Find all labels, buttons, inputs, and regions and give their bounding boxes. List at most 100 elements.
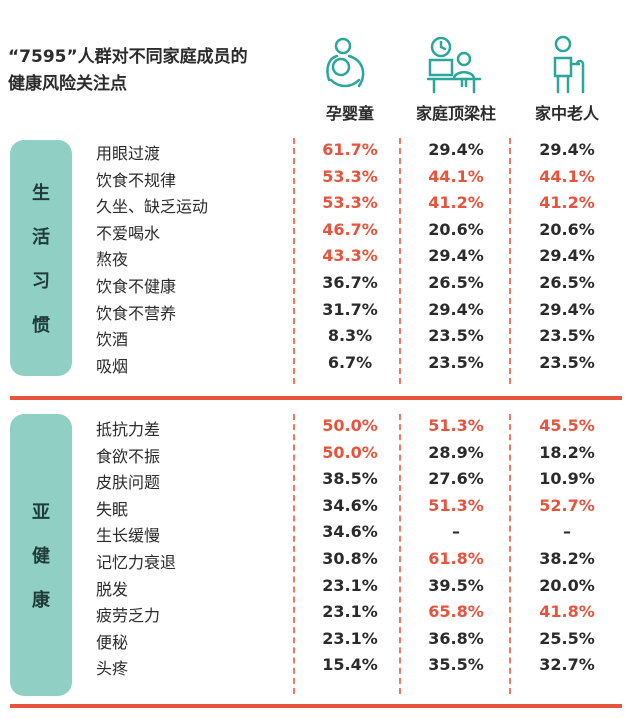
value-cell: 23.5% [539,352,595,372]
value-cell: 20.0% [539,575,595,595]
value-cell: 25.5% [539,628,595,648]
value-cell: 65.8% [428,602,484,622]
row-label: 用眼过渡 [96,144,161,163]
value-cell: 29.4% [539,246,595,266]
value-cell: 29.4% [428,299,484,319]
row-label: 皮肤问题 [96,473,161,493]
value-cell: 52.7% [539,495,595,515]
value-cell: 51.3% [428,416,484,435]
chart-title: “7595”人群对不同家庭成员的 健康风险关注点 [8,44,248,98]
group-label-char: 康 [32,590,50,611]
value-cell: 18.2% [539,442,595,462]
title-line-2: 健康风险关注点 [8,74,127,94]
value-cell: 23.5% [539,326,595,346]
group-badge-subhealth: 亚健康 [10,414,72,696]
value-cell: 50.0% [322,416,378,435]
value-cell: 61.7% [322,140,378,159]
row-label: 饮酒 [96,330,129,350]
mother-baby-icon [326,37,365,88]
value-cell: 34.6% [322,495,378,515]
value-cell: 34.6% [322,522,378,542]
value-cell: 23.1% [322,628,378,648]
value-cell: 29.4% [539,140,595,159]
column-divider [399,138,401,384]
value-cell: 41.2% [428,193,484,213]
group-badge-lifestyle: 生活习惯 [10,140,72,376]
row-label: 熬夜 [96,250,129,270]
value-cell: 45.5% [539,416,595,435]
row-label: 饮食不营养 [96,303,177,323]
group-label-char: 健 [32,546,50,567]
column-header-breadwinner: 家庭顶梁柱 [415,104,496,123]
value-cell: 51.3% [428,495,484,515]
column-divider [399,414,401,694]
row-label: 吸烟 [96,356,129,376]
row-label: 头疼 [96,659,129,679]
value-cell: 29.4% [539,299,595,319]
value-cell: 41.8% [539,602,595,622]
value-cell: 8.3% [327,326,373,346]
group-label-char: 生 [32,183,50,204]
column-divider [509,414,511,694]
value-cell: 23.5% [428,326,484,346]
value-cell: 44.1% [539,166,595,186]
value-cell: 61.8% [428,549,484,568]
value-cell: 6.7% [327,352,373,372]
value-cell: – [452,522,460,542]
working-adult-icon [426,36,482,94]
value-cell: 35.5% [428,655,484,675]
value-cell: 50.0% [322,442,378,462]
row-label: 便秘 [96,632,129,652]
row-label: 生长缓慢 [96,526,161,546]
value-cell: 28.9% [428,442,484,462]
value-cell: 27.6% [428,469,484,489]
value-cell: 53.3% [322,166,378,186]
column-divider [293,414,295,694]
value-cell: 29.4% [428,140,484,159]
value-cell: 23.5% [428,352,484,372]
value-cell: 15.4% [322,655,378,675]
value-cell: 20.6% [428,219,484,239]
value-cell: 38.5% [322,469,378,489]
value-cell: 10.9% [539,469,595,489]
value-cell: 32.7% [539,655,595,675]
column-header-elderly: 家中老人 [534,104,599,123]
value-cell: 41.2% [539,193,595,213]
row-label: 久坐、缺乏运动 [96,197,209,217]
value-cell: 23.1% [322,602,378,622]
row-label: 脱发 [96,579,129,599]
column-header-infant: 孕婴童 [325,104,374,123]
value-cell: 26.5% [428,273,484,292]
elderly-icon [553,35,585,94]
value-cell: 30.8% [322,549,378,568]
group-label-char: 习 [32,271,50,292]
value-cell: 46.7% [322,219,378,239]
row-label: 饮食不健康 [96,277,177,296]
value-cell: 53.3% [322,193,378,213]
group-label-char: 惯 [32,315,50,336]
group-label-char: 活 [32,227,50,248]
value-cell: 38.2% [539,549,595,568]
value-cell: 31.7% [322,299,378,319]
column-divider [293,138,295,384]
row-label: 疲劳乏力 [96,606,161,626]
row-label: 饮食不规律 [96,170,177,190]
section-separator [10,396,622,400]
value-cell: – [563,522,571,542]
value-cell: 23.1% [322,575,378,595]
value-cell: 43.3% [322,246,378,266]
row-label: 失眠 [96,499,129,519]
value-cell: 26.5% [539,273,595,292]
title-line-1: “7595”人群对不同家庭成员的 [8,47,248,67]
value-cell: 20.6% [539,219,595,239]
value-cell: 29.4% [428,246,484,266]
group-label-char: 亚 [32,502,50,523]
row-label: 食欲不振 [96,446,161,466]
value-cell: 44.1% [428,166,484,186]
value-cell: 39.5% [428,575,484,595]
column-divider [509,138,511,384]
section-separator [10,704,622,708]
value-cell: 36.8% [428,628,484,648]
row-label: 记忆力衰退 [96,553,177,572]
row-label: 抵抗力差 [96,420,161,439]
